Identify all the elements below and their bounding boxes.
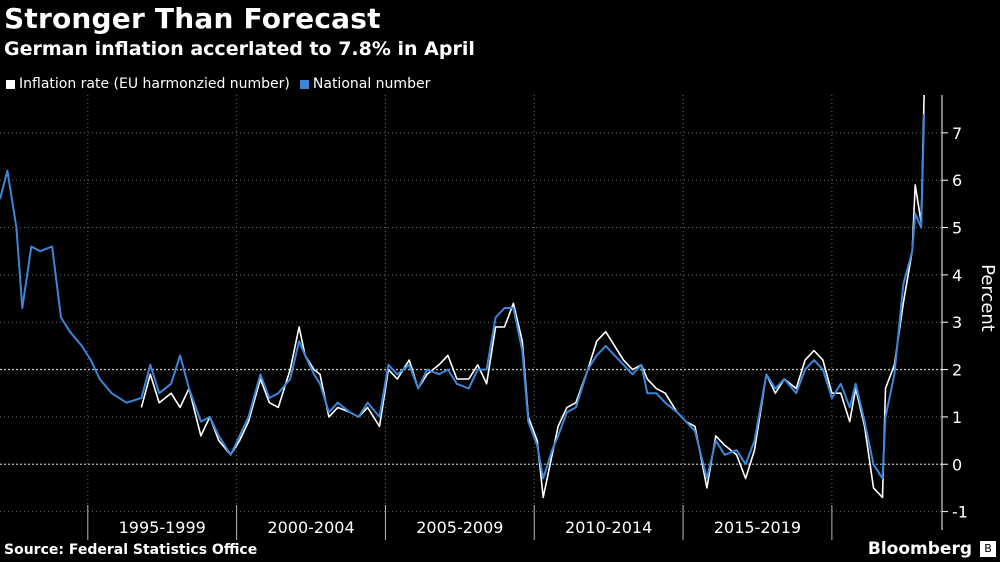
legend-swatch-national	[299, 79, 309, 89]
legend-item-national: National number	[299, 76, 431, 92]
y-tick-label: 7	[952, 124, 962, 143]
legend-swatch-eu	[6, 79, 15, 89]
x-period-label: 2005-2009	[416, 518, 503, 537]
source-note: Source: Federal Statistics Office	[4, 542, 258, 558]
y-axis-label: Percent	[977, 264, 998, 332]
y-tick-label: 5	[952, 219, 962, 238]
y-tick-label: 1	[952, 408, 962, 427]
x-period-label: 2015-2019	[714, 518, 801, 537]
y-tick-label: 4	[952, 266, 962, 285]
y-tick-label: 2	[952, 361, 962, 380]
y-tick-label: 3	[952, 313, 962, 332]
x-period-label: 2010-2014	[565, 518, 652, 537]
brand-badge-icon: B	[980, 541, 996, 557]
series-line-national	[0, 113, 926, 480]
y-tick-label: 6	[952, 171, 962, 190]
y-tick-label: -1	[952, 503, 968, 522]
series-line-eu	[140, 94, 925, 499]
chart-subtitle: German inflation accerlated to 7.8% in A…	[4, 38, 475, 60]
legend: Inflation rate (EU harmonzied number) Na…	[6, 76, 430, 92]
x-period-label: 2000-2004	[267, 518, 354, 537]
legend-item-eu: Inflation rate (EU harmonzied number)	[6, 76, 290, 92]
legend-label-eu: Inflation rate (EU harmonzied number)	[19, 76, 290, 92]
legend-label-national: National number	[312, 76, 431, 92]
chart-title: Stronger Than Forecast	[4, 2, 381, 35]
y-tick-label: 0	[952, 455, 962, 474]
brand-logo: Bloomberg	[867, 539, 972, 559]
x-period-label: 1995-1999	[119, 518, 206, 537]
